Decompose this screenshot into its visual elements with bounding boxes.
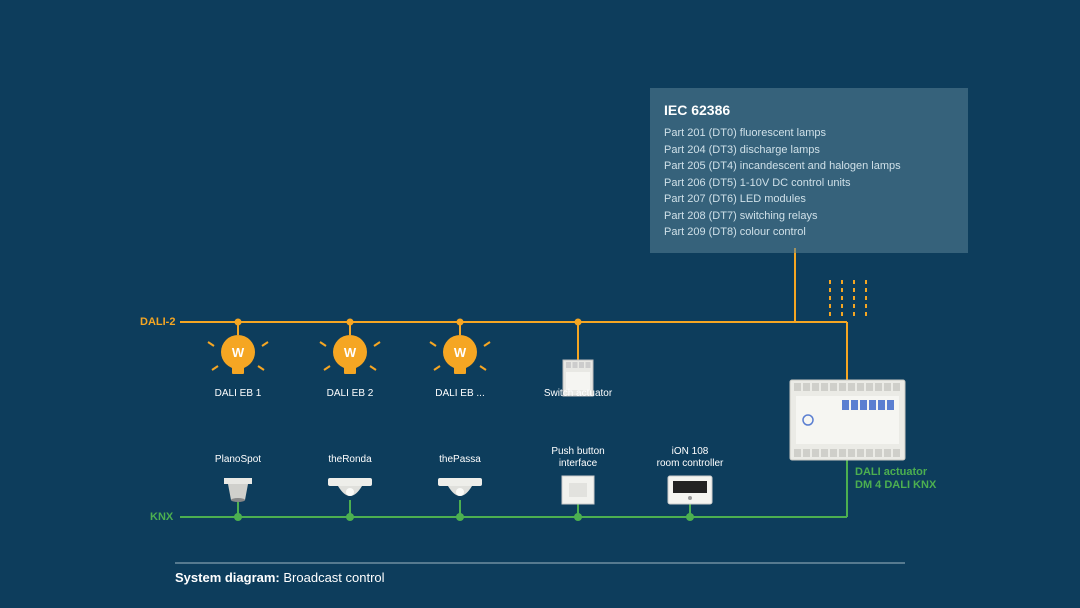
iec-line: Part 205 (DT4) incandescent and halogen …	[664, 158, 954, 175]
iec-line: Part 209 (DT8) colour control	[664, 224, 954, 241]
svg-text:DALI actuator: DALI actuator	[855, 466, 928, 478]
svg-text:iON 108: iON 108	[672, 446, 709, 457]
knx-device	[668, 476, 712, 504]
svg-text:theRonda: theRonda	[328, 454, 372, 465]
knx-device	[438, 478, 482, 496]
iec-line: Part 207 (DT6) LED modules	[664, 191, 954, 208]
iec-line: Part 206 (DT5) 1-10V DC control units	[664, 175, 954, 192]
svg-text:DALI EB ...: DALI EB ...	[435, 388, 484, 399]
svg-text:W: W	[344, 345, 357, 360]
iec-title: IEC 62386	[664, 100, 954, 121]
dali-lamp: W	[430, 335, 490, 374]
svg-text:thePassa: thePassa	[439, 454, 481, 465]
diagram-caption: System diagram: Broadcast control	[175, 570, 385, 585]
iec-info-box: IEC 62386 Part 201 (DT0) fluorescent lam…	[650, 88, 968, 253]
svg-text:DALI EB 2: DALI EB 2	[327, 388, 374, 399]
svg-text:DALI EB 1: DALI EB 1	[215, 388, 262, 399]
knx-device	[328, 478, 372, 496]
svg-text:DM 4 DALI KNX: DM 4 DALI KNX	[855, 479, 937, 491]
svg-text:PlanoSpot: PlanoSpot	[215, 454, 261, 465]
dali-actuator	[790, 380, 905, 460]
svg-text:Switch actuator: Switch actuator	[544, 388, 613, 399]
dali-lamp: W	[320, 335, 380, 374]
svg-text:room controller: room controller	[657, 458, 724, 469]
knx-device	[224, 478, 252, 502]
dali-lamp: W	[208, 335, 268, 374]
svg-text:W: W	[232, 345, 245, 360]
iec-line: Part 201 (DT0) fluorescent lamps	[664, 125, 954, 142]
iec-line: Part 208 (DT7) switching relays	[664, 208, 954, 225]
svg-text:W: W	[454, 345, 467, 360]
knx-device	[562, 476, 594, 504]
svg-text:KNX: KNX	[150, 511, 174, 523]
svg-text:DALI-2: DALI-2	[140, 316, 175, 328]
iec-line: Part 204 (DT3) discharge lamps	[664, 142, 954, 159]
svg-text:interface: interface	[559, 458, 598, 469]
svg-text:Push button: Push button	[551, 446, 604, 457]
